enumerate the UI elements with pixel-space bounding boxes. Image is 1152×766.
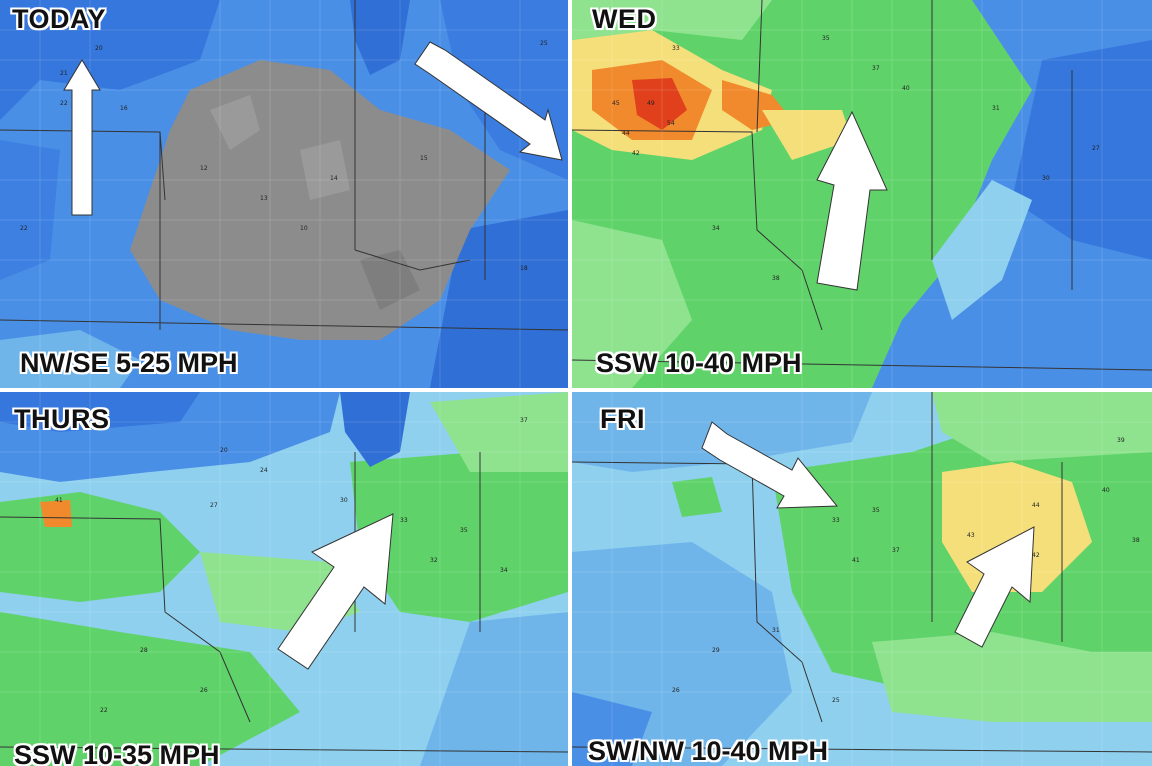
value-label: 54 bbox=[667, 120, 675, 127]
value-label: 35 bbox=[822, 35, 830, 42]
value-label: 15 bbox=[420, 155, 428, 162]
value-label: 35 bbox=[872, 507, 880, 514]
value-label: 40 bbox=[1102, 487, 1110, 494]
value-label: 41 bbox=[55, 497, 63, 504]
value-label: 30 bbox=[1042, 175, 1050, 182]
value-label: 33 bbox=[832, 517, 840, 524]
value-label: 33 bbox=[400, 517, 408, 524]
value-label: 33 bbox=[672, 45, 680, 52]
wind-speed-label: SW/NW 10-40 MPH bbox=[588, 736, 829, 766]
map-panel-thurs: 17 20 24 27 30 33 35 34 41 32 28 26 22 3… bbox=[0, 392, 568, 766]
value-label: 18 bbox=[520, 265, 528, 272]
wind-arrow-northeast bbox=[277, 513, 394, 670]
value-label: 24 bbox=[260, 467, 268, 474]
value-label: 43 bbox=[967, 532, 975, 539]
wind-map-fri: 33 35 37 41 43 44 42 40 39 38 31 29 26 2… bbox=[572, 392, 1152, 766]
value-label: 12 bbox=[200, 165, 208, 172]
value-label: 34 bbox=[712, 225, 720, 232]
value-label: 22 bbox=[20, 225, 28, 232]
map-panel-today: 20 21 22 16 12 13 10 14 15 25 18 22 TODA… bbox=[0, 0, 568, 388]
value-label: 31 bbox=[772, 627, 780, 634]
value-label: 27 bbox=[1092, 145, 1100, 152]
wind-map-wed: 33 35 37 40 45 49 54 44 42 34 31 30 38 2… bbox=[572, 0, 1152, 388]
day-label: WED bbox=[592, 4, 657, 34]
value-label: 20 bbox=[95, 45, 103, 52]
wind-arrow-southeast bbox=[414, 41, 563, 161]
value-label: 22 bbox=[100, 707, 108, 714]
value-label: 40 bbox=[902, 85, 910, 92]
value-label: 17 bbox=[80, 412, 88, 419]
value-label: 20 bbox=[220, 447, 228, 454]
value-label: 30 bbox=[340, 497, 348, 504]
value-label: 42 bbox=[632, 150, 640, 157]
value-label: 49 bbox=[647, 100, 655, 107]
value-label: 29 bbox=[712, 647, 720, 654]
value-label: 37 bbox=[872, 65, 880, 72]
value-label: 22 bbox=[60, 100, 68, 107]
value-label: 37 bbox=[520, 417, 528, 424]
value-label: 13 bbox=[260, 195, 268, 202]
value-label: 31 bbox=[992, 105, 1000, 112]
value-label: 44 bbox=[622, 130, 630, 137]
value-label: 42 bbox=[1032, 552, 1040, 559]
wind-arrow-north bbox=[63, 59, 101, 216]
value-label: 44 bbox=[1032, 502, 1040, 509]
value-label: 10 bbox=[300, 225, 308, 232]
day-label: THURS bbox=[14, 404, 110, 434]
day-label: FRI bbox=[600, 404, 645, 434]
map-panel-wed: 33 35 37 40 45 49 54 44 42 34 31 30 38 2… bbox=[572, 0, 1152, 388]
map-panel-fri: 33 35 37 41 43 44 42 40 39 38 31 29 26 2… bbox=[572, 392, 1152, 766]
wind-arrow-north-northeast bbox=[816, 110, 888, 291]
value-label: 25 bbox=[832, 697, 840, 704]
wind-speed-label: SSW 10-40 MPH bbox=[596, 348, 802, 378]
value-label: 41 bbox=[852, 557, 860, 564]
value-label: 26 bbox=[200, 687, 208, 694]
value-label: 28 bbox=[140, 647, 148, 654]
value-label: 16 bbox=[120, 105, 128, 112]
value-label: 39 bbox=[1117, 437, 1125, 444]
value-label: 25 bbox=[540, 40, 548, 47]
day-label: TODAY bbox=[12, 4, 107, 34]
value-label: 38 bbox=[1132, 537, 1140, 544]
wind-arrow-northeast bbox=[954, 526, 1035, 648]
value-label: 27 bbox=[210, 502, 218, 509]
wind-speed-label: SSW 10-35 MPH bbox=[14, 740, 220, 766]
value-label: 32 bbox=[430, 557, 438, 564]
wind-speed-label: NW/SE 5-25 MPH bbox=[20, 348, 238, 378]
value-label: 34 bbox=[500, 567, 508, 574]
wind-map-today: 20 21 22 16 12 13 10 14 15 25 18 22 bbox=[0, 0, 568, 388]
value-label: 37 bbox=[892, 547, 900, 554]
value-label: 35 bbox=[460, 527, 468, 534]
value-label: 14 bbox=[330, 175, 338, 182]
wind-map-thurs: 17 20 24 27 30 33 35 34 41 32 28 26 22 3… bbox=[0, 392, 568, 766]
value-label: 21 bbox=[60, 70, 68, 77]
value-label: 45 bbox=[612, 100, 620, 107]
value-label: 38 bbox=[772, 275, 780, 282]
value-label: 26 bbox=[672, 687, 680, 694]
wind-arrow-southeast bbox=[701, 421, 839, 509]
